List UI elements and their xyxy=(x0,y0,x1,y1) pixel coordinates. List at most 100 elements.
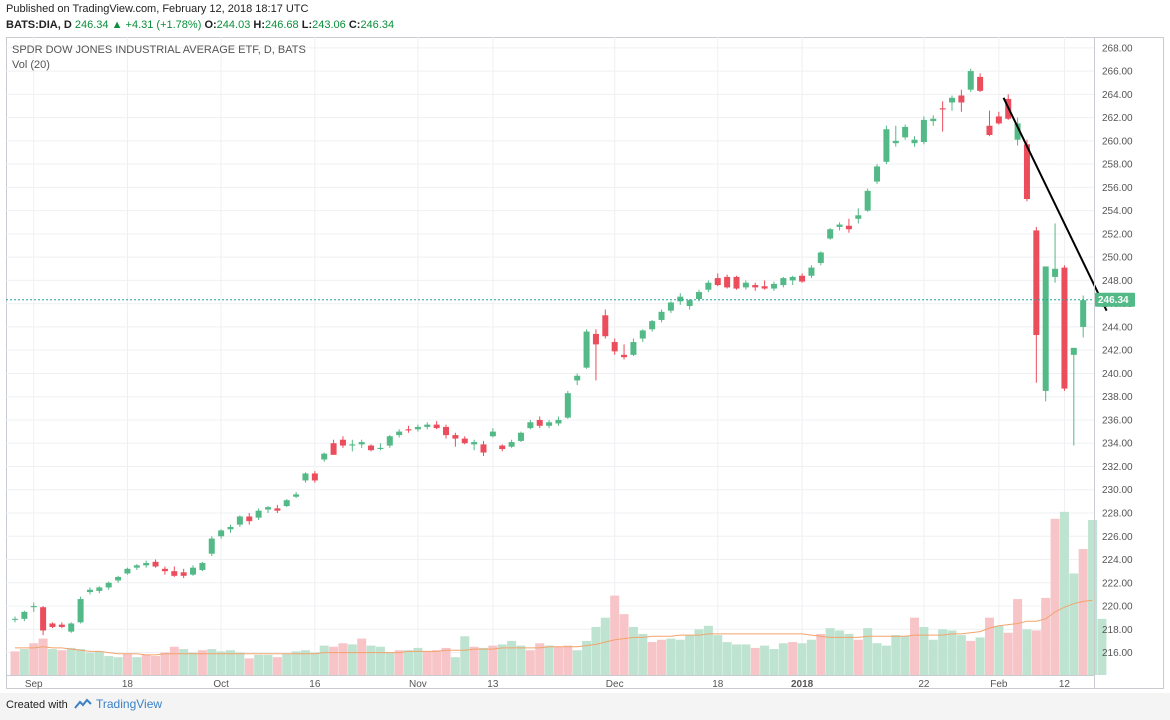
volume-bar xyxy=(441,647,451,675)
candle-body xyxy=(742,282,749,288)
candle-body xyxy=(855,215,862,219)
volume-bar xyxy=(582,640,592,675)
candle-body xyxy=(433,424,440,429)
y-tick-label: 248.00 xyxy=(1102,276,1133,287)
volume-bar xyxy=(235,652,245,675)
candle-body xyxy=(536,419,543,426)
volume-bar xyxy=(151,656,161,675)
volume-bar xyxy=(816,633,826,675)
y-tick-label: 216.00 xyxy=(1102,648,1133,659)
candle-body xyxy=(939,108,946,110)
volume-ma-line xyxy=(15,599,1093,656)
volume-bar xyxy=(891,635,901,675)
candle-body xyxy=(602,315,609,337)
published-line: Published on TradingView.com, February 1… xyxy=(6,3,309,15)
volume-bar xyxy=(853,639,863,675)
candle-body xyxy=(836,224,843,227)
candle-body xyxy=(1033,230,1040,336)
candle-body xyxy=(190,567,197,575)
volume-bar xyxy=(1013,599,1023,675)
volume-bar xyxy=(750,647,760,675)
tradingview-logo-icon xyxy=(74,698,92,709)
candle-body xyxy=(283,500,290,507)
chart-subtitle: Vol (20) xyxy=(12,59,50,71)
up-arrow-icon: ▲ xyxy=(111,19,123,31)
volume-bar xyxy=(863,628,873,675)
candle-body xyxy=(574,375,581,381)
candle-body xyxy=(892,140,899,144)
candle-body xyxy=(761,286,768,289)
candle-body xyxy=(986,125,993,136)
volume-bar xyxy=(1031,630,1041,675)
candle-body xyxy=(171,571,178,576)
candle-body xyxy=(902,126,909,138)
volume-bar xyxy=(113,657,123,675)
candle-body xyxy=(77,599,84,623)
volume-bar xyxy=(338,643,348,675)
volume-bar xyxy=(628,626,638,675)
candle-body xyxy=(443,426,450,436)
volume-bar xyxy=(769,649,779,675)
candle-body xyxy=(480,444,487,453)
volume-bar xyxy=(825,628,835,675)
volume-bar xyxy=(160,652,170,675)
candle-body xyxy=(161,568,168,572)
x-tick-label: 18 xyxy=(712,679,724,689)
volume-bar xyxy=(1059,511,1069,675)
chart-frame[interactable]: 216.00 218.00 220.00 222.00 224.00 226.00 228.… xyxy=(6,37,1164,690)
volume-bar xyxy=(900,636,910,675)
close-value: 246.34 xyxy=(360,19,395,31)
candle-body xyxy=(592,333,599,345)
candle-body xyxy=(396,431,403,436)
volume-bar xyxy=(647,642,657,675)
candle-body xyxy=(780,278,787,286)
candle-body xyxy=(770,283,777,289)
candle-body xyxy=(864,190,871,211)
candle-body xyxy=(86,589,93,593)
volume-bar xyxy=(1097,618,1107,675)
volume-bar xyxy=(216,651,226,675)
last-price: 246.34 xyxy=(74,19,109,31)
x-tick-label: Oct xyxy=(213,679,229,689)
x-tick-label: 18 xyxy=(122,679,134,689)
volume-bar xyxy=(488,645,498,675)
candle-body xyxy=(724,276,731,288)
volume-bar xyxy=(394,650,404,675)
volume-bar xyxy=(432,650,442,675)
candle-body xyxy=(293,494,300,497)
volume-bar xyxy=(357,638,367,675)
y-tick-label: 250.00 xyxy=(1102,253,1133,264)
x-tick-label: Nov xyxy=(409,679,427,689)
y-tick-label: 260.00 xyxy=(1102,136,1133,147)
candle-body xyxy=(517,432,524,441)
candle-body xyxy=(883,129,890,162)
x-tick-label: 22 xyxy=(918,679,930,689)
candle-body xyxy=(302,473,309,481)
candle-body xyxy=(489,431,496,437)
candle-body xyxy=(49,623,56,627)
volume-bars xyxy=(10,511,1107,675)
volume-bar xyxy=(244,658,254,675)
x-axis[interactable]: Sep 18 Oct 16 Nov 13 Dec 18 2018 22 Feb 12 xyxy=(25,679,1071,690)
volume-bar xyxy=(226,650,236,675)
candle-body xyxy=(1042,266,1049,391)
volume-bar xyxy=(291,651,301,675)
candle-body xyxy=(649,321,656,330)
y-axis[interactable]: 216.00 218.00 220.00 222.00 224.00 226.00 228.… xyxy=(1102,43,1133,659)
candle-body xyxy=(752,285,759,288)
candle-body xyxy=(405,429,412,431)
y-tick-label: 234.00 xyxy=(1102,439,1133,450)
trend-line[interactable] xyxy=(1002,97,1108,312)
tradingview-brand[interactable]: TradingView xyxy=(74,697,162,711)
volume-bar xyxy=(910,617,920,675)
volume-bar xyxy=(404,650,414,675)
volume-bar xyxy=(675,639,685,675)
volume-bar xyxy=(254,654,264,675)
volume-bar xyxy=(657,639,667,675)
volume-bar xyxy=(741,644,751,675)
price-chart[interactable]: 216.00 218.00 220.00 222.00 224.00 226.00 228.… xyxy=(6,37,1164,690)
candle-body xyxy=(949,97,955,103)
volume-bar xyxy=(104,656,114,675)
volume-bar xyxy=(422,651,432,675)
volume-bar xyxy=(460,636,470,675)
